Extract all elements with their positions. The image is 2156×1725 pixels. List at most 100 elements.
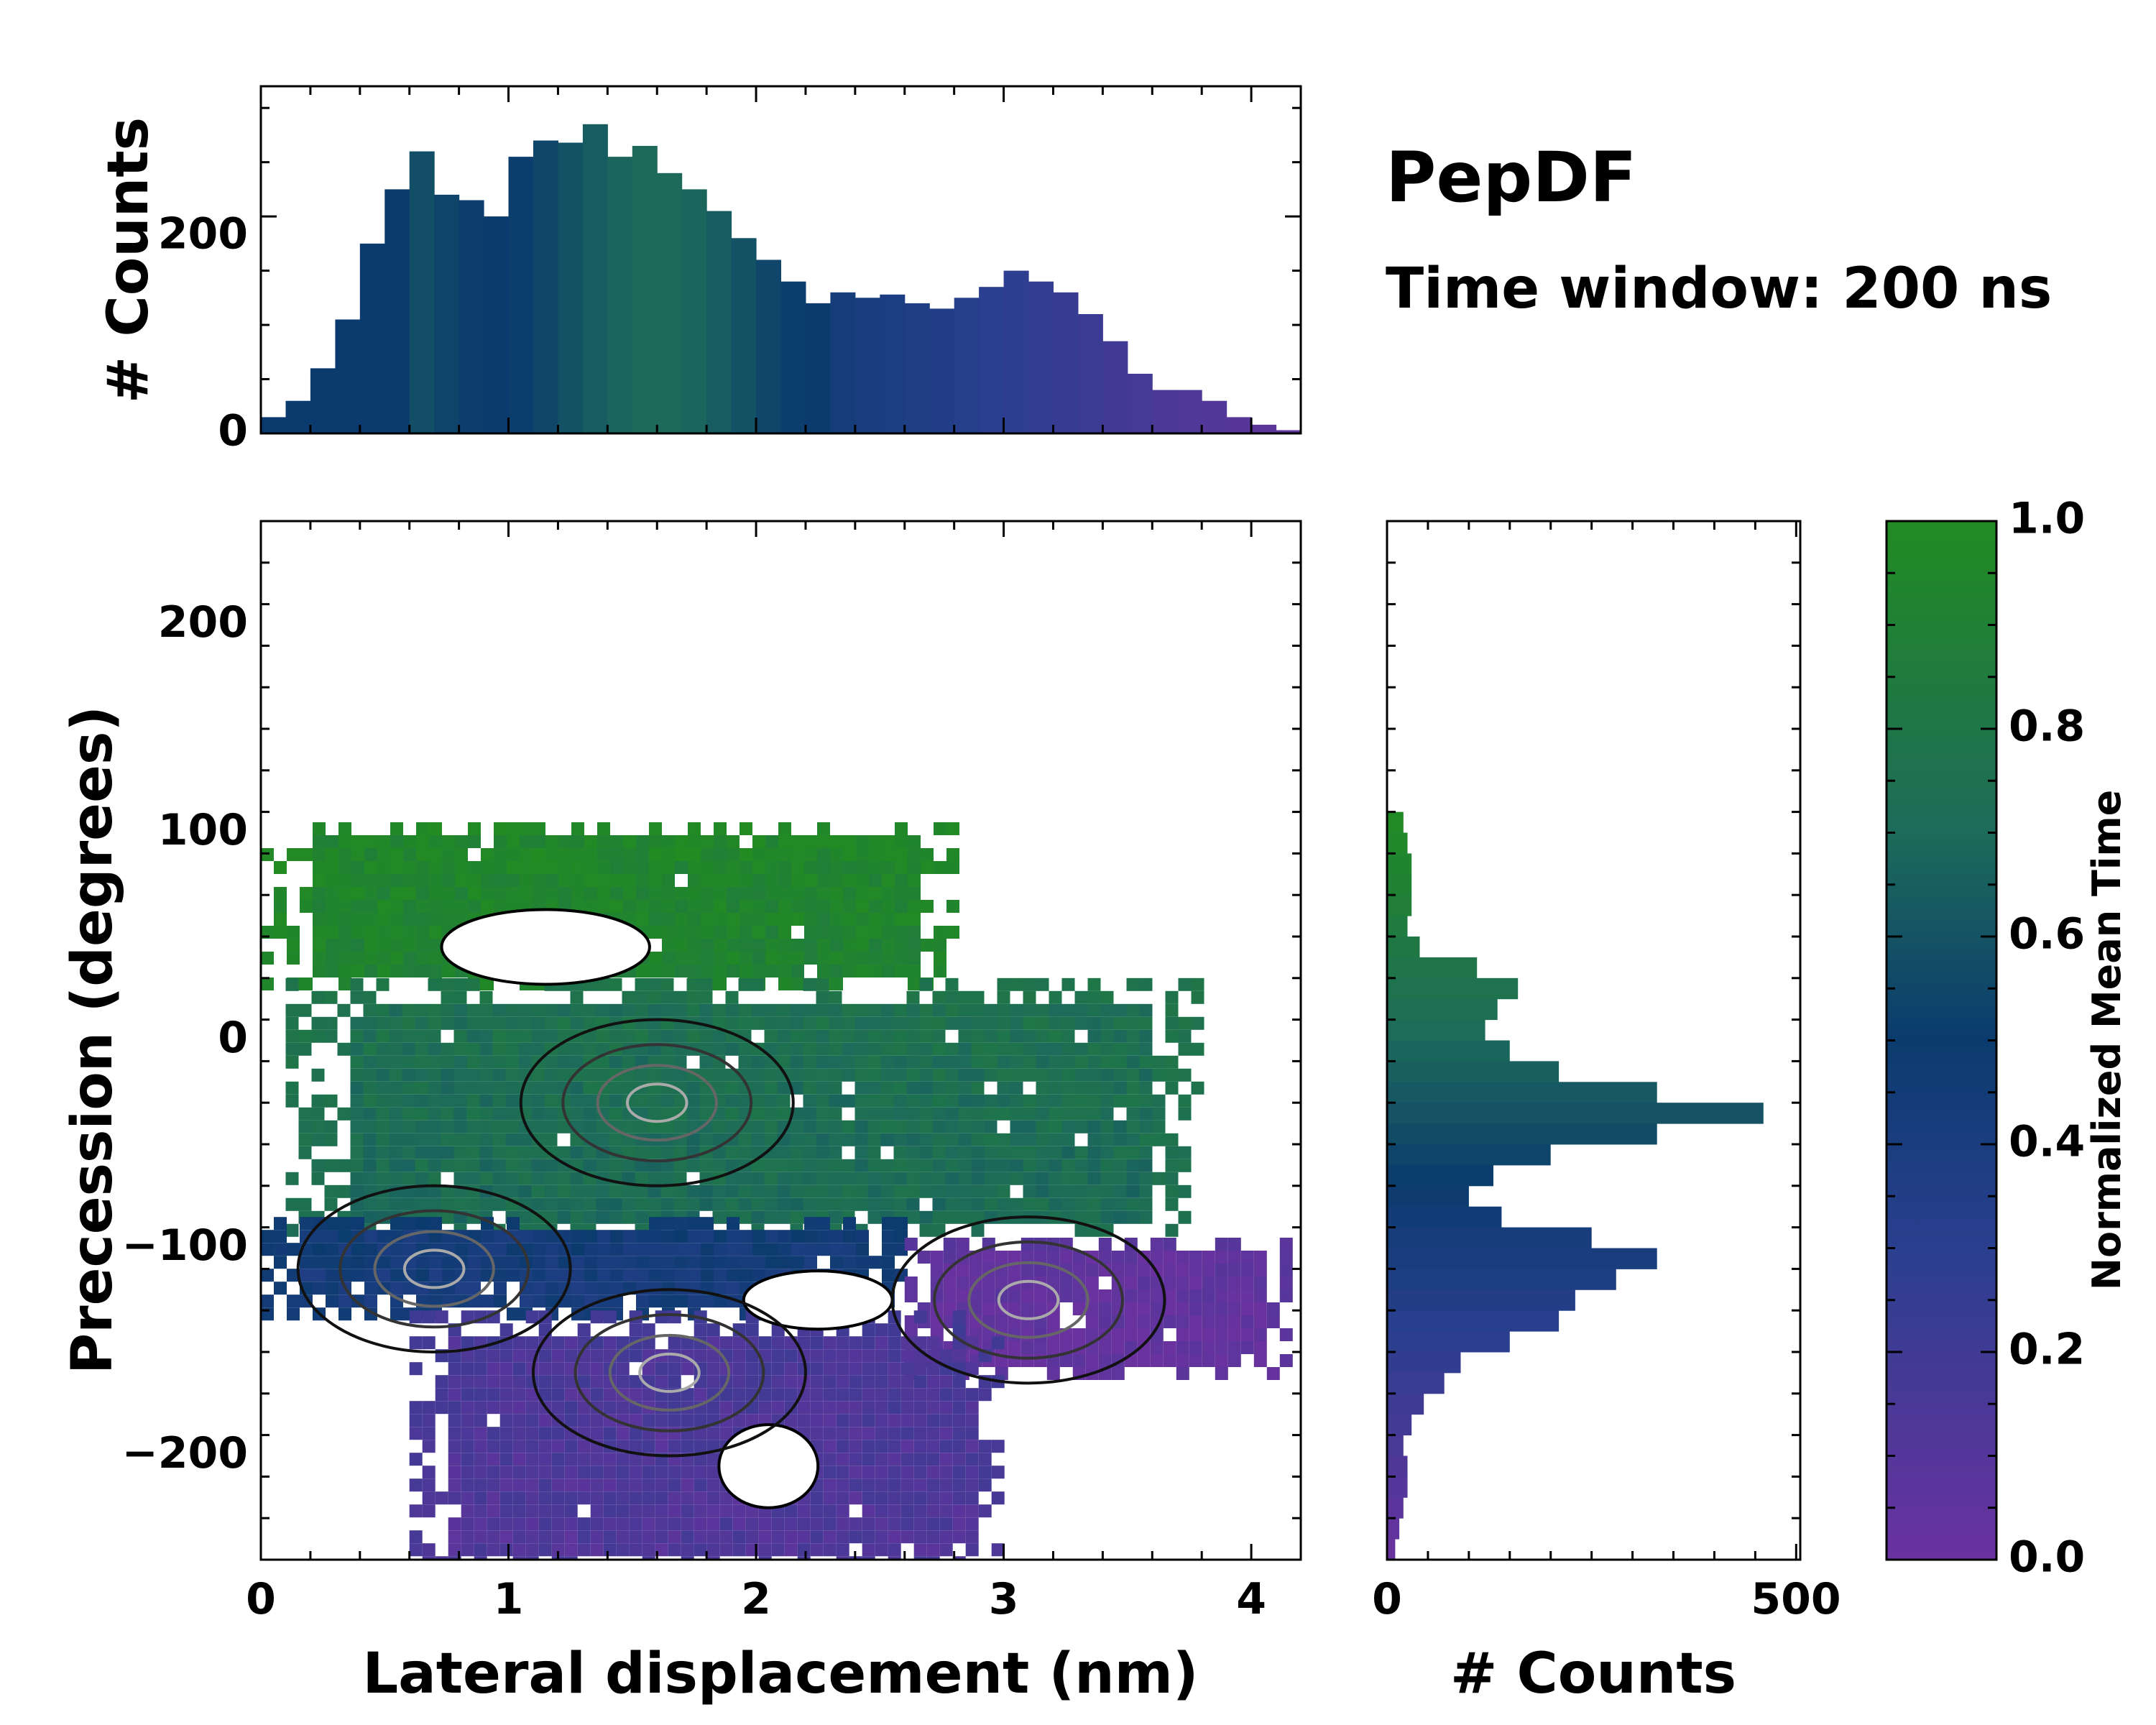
heatmap-cell [389, 1055, 402, 1069]
heatmap-cell [945, 1133, 959, 1146]
heatmap-cell [875, 1388, 888, 1402]
heatmap-cell [551, 1401, 565, 1414]
heatmap-cell [377, 952, 390, 965]
heatmap-cell [415, 1055, 428, 1069]
heatmap-cell [880, 1172, 894, 1185]
heatmap-cell [635, 1146, 648, 1159]
heatmap-cell [499, 1543, 513, 1557]
heatmap-cell [919, 1159, 933, 1172]
heatmap-cell [313, 952, 326, 965]
heatmap-cell [571, 1282, 584, 1295]
heatmap-cell [740, 952, 752, 965]
heatmap-cell [583, 1133, 596, 1146]
heatmap-cell [1165, 1016, 1179, 1030]
heatmap-cell [441, 1016, 454, 1030]
heatmap-cell [688, 1217, 701, 1230]
heatmap-cell [461, 1414, 474, 1427]
heatmap-cell [422, 1440, 436, 1453]
heatmap-cell [919, 1068, 933, 1082]
heatmap-cell [997, 1184, 1010, 1198]
heatmap-cell [706, 1453, 720, 1466]
heatmap-cell [921, 861, 934, 874]
heatmap-cell [577, 1530, 591, 1544]
heatmap-cell [752, 965, 765, 978]
heatmap-cell [557, 1146, 571, 1159]
heatmap-cell [888, 1440, 901, 1453]
heatmap-cell [518, 1210, 532, 1224]
heatmap-cell [351, 900, 364, 913]
heatmap-cell [984, 1159, 998, 1172]
heatmap-cell [1036, 1068, 1049, 1082]
heatmap-cell [738, 1133, 752, 1146]
heatmap-cell [326, 926, 338, 939]
heatmap-cell [597, 1230, 610, 1243]
heatmap-cell [1100, 1159, 1114, 1172]
heatmap-cell [544, 1016, 558, 1030]
heatmap-cell [660, 1172, 674, 1185]
heatmap-cell [622, 1172, 635, 1185]
heatmap-cell [1113, 1172, 1127, 1185]
heatmap-cell [453, 1094, 467, 1108]
heatmap-cell [1126, 1042, 1140, 1056]
heatmap-cell [946, 848, 959, 861]
heatmap-cell [557, 1003, 571, 1017]
heatmap-cell [810, 1388, 824, 1402]
heatmap-cell [862, 1466, 875, 1479]
heatmap-cell [655, 1491, 668, 1505]
heatmap-cell [738, 1094, 752, 1108]
heatmap-cell [629, 1530, 642, 1544]
heatmap-cell [732, 1504, 746, 1518]
heatmap-cell [1227, 1289, 1241, 1302]
heatmap-cell [442, 848, 455, 861]
heatmap-cell [453, 1016, 467, 1030]
heatmap-cell [803, 1003, 816, 1017]
heatmap-cell [461, 1453, 474, 1466]
heatmap-cell [830, 965, 843, 978]
heatmap-cell [856, 1230, 869, 1243]
heatmap-cell [441, 1094, 454, 1108]
heatmap-cell [1111, 1367, 1125, 1380]
heatmap-cell [403, 965, 416, 978]
heatmap-cell [906, 1184, 920, 1198]
heatmap-cell [1139, 1172, 1153, 1185]
heatmap-cell [1023, 990, 1036, 1004]
heatmap-cell [429, 1217, 442, 1230]
heatmap-cell [686, 1029, 700, 1043]
heatmap-cell [823, 1491, 837, 1505]
heatmap-cell [1165, 1159, 1179, 1172]
heatmap-cell [952, 1375, 966, 1389]
heatmap-cell [791, 978, 804, 990]
heatmap-cell [1021, 1328, 1034, 1341]
heatmap-cell [376, 1133, 390, 1146]
heatmap-cell [520, 887, 533, 900]
main-plot-frame [259, 520, 1302, 1561]
heatmap-cell [777, 1016, 791, 1030]
heatmap-cell [448, 1478, 461, 1492]
heatmap-cell [1139, 1081, 1153, 1095]
heatmap-cell [764, 1016, 778, 1030]
heatmap-cell [1074, 1146, 1088, 1159]
heatmap-cell [1021, 1264, 1034, 1276]
heatmap-cell [1010, 1172, 1023, 1185]
heatmap-cell [1150, 1289, 1164, 1302]
heatmap-cell [326, 848, 338, 861]
top-histogram-bar [632, 146, 658, 433]
heatmap-cell [492, 1042, 506, 1056]
heatmap-cell [1253, 1302, 1267, 1315]
heatmap-cell [843, 952, 856, 965]
heatmap-cell [913, 1478, 927, 1492]
heatmap-cell [849, 1478, 862, 1492]
heatmap-cell [505, 1016, 519, 1030]
heatmap-cell [926, 1375, 940, 1389]
heatmap-cell [854, 1146, 868, 1159]
heatmap-cell [512, 1336, 526, 1350]
heatmap-cell [1074, 1172, 1088, 1185]
heatmap-cell [926, 1504, 940, 1518]
heatmap-cell [830, 835, 843, 848]
heatmap-cell [635, 1184, 648, 1198]
heatmap-cell [596, 1068, 609, 1082]
heatmap-cell [694, 1440, 707, 1453]
heatmap-cell [882, 913, 895, 926]
heatmap-cell [778, 1230, 791, 1243]
heatmap-cell [888, 1388, 901, 1402]
